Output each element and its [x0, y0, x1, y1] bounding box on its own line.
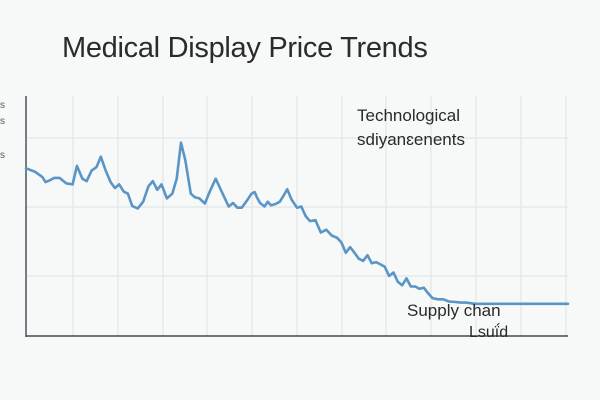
annotation-line: Lsuḯd: [469, 324, 509, 341]
y-tick-label: s: [0, 116, 5, 127]
annotation-technological: Technological sdiyanɛenents: [357, 104, 465, 152]
price-trend-line: [24, 141, 570, 306]
annotation-line: Supply chan: [407, 301, 501, 320]
y-tick-label: s: [0, 150, 5, 161]
annotation-line: Technological: [357, 106, 461, 125]
y-tick-label: s: [0, 100, 5, 111]
annotation-supply-chain: Supply chan Lsuḯd: [407, 300, 508, 344]
chart-title: Medical Display Price Trends: [62, 32, 428, 64]
annotation-line: sdiyanɛenents: [357, 130, 465, 149]
